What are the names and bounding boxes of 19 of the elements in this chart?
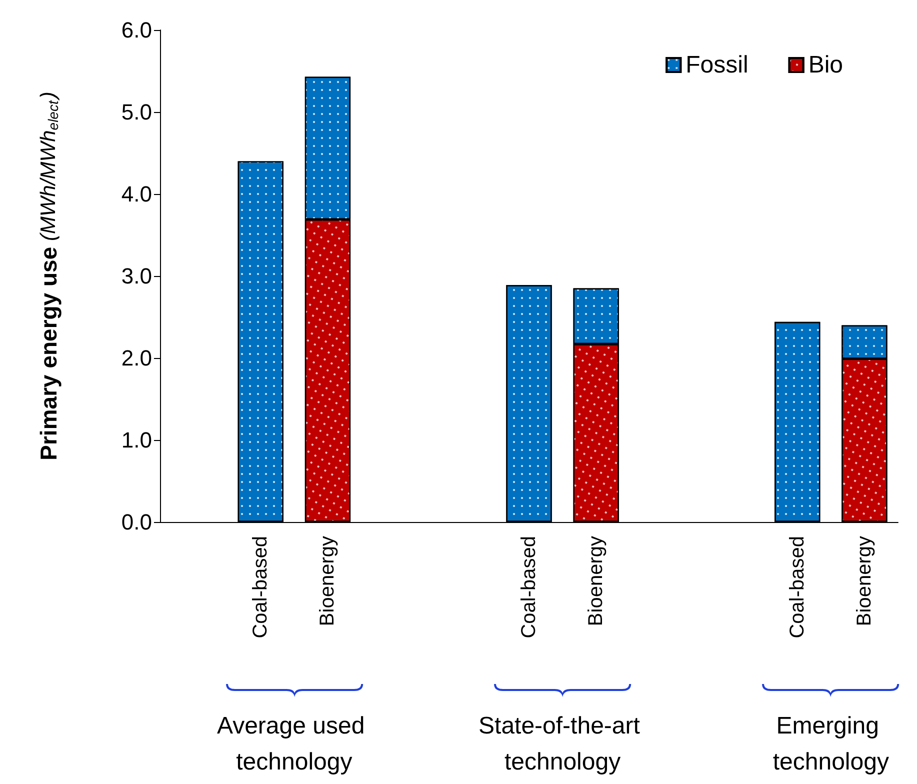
y-tick-label: 4.0 [121, 182, 152, 206]
x-tick-label: Coal-based [786, 536, 808, 638]
x-tick-label: Coal-based [250, 536, 272, 638]
x-tick-label: Bioenergy [585, 536, 608, 626]
y-tick-label: 2.0 [121, 346, 152, 370]
y-tick-label: 3.0 [121, 264, 152, 288]
text: State-of-the-art technology [478, 712, 647, 776]
y-tick-label: 0.0 [121, 510, 152, 534]
x-tick-label: Bioenergy [853, 536, 876, 626]
y-axis-title: Primary energy use (MWh/MWhelect) [36, 92, 62, 460]
y-tick-label: 6.0 [121, 18, 152, 42]
text: Emerging technology [772, 712, 889, 776]
x-tick-label: Bioenergy [316, 536, 339, 626]
x-tick-label: Coal-based [518, 536, 540, 638]
y-tick-label: 1.0 [121, 428, 152, 452]
legend-label: Fossil [686, 52, 748, 78]
legend-label: Bio [808, 52, 843, 78]
y-tick-label: 5.0 [121, 100, 152, 124]
text: Average used technology [217, 712, 372, 776]
